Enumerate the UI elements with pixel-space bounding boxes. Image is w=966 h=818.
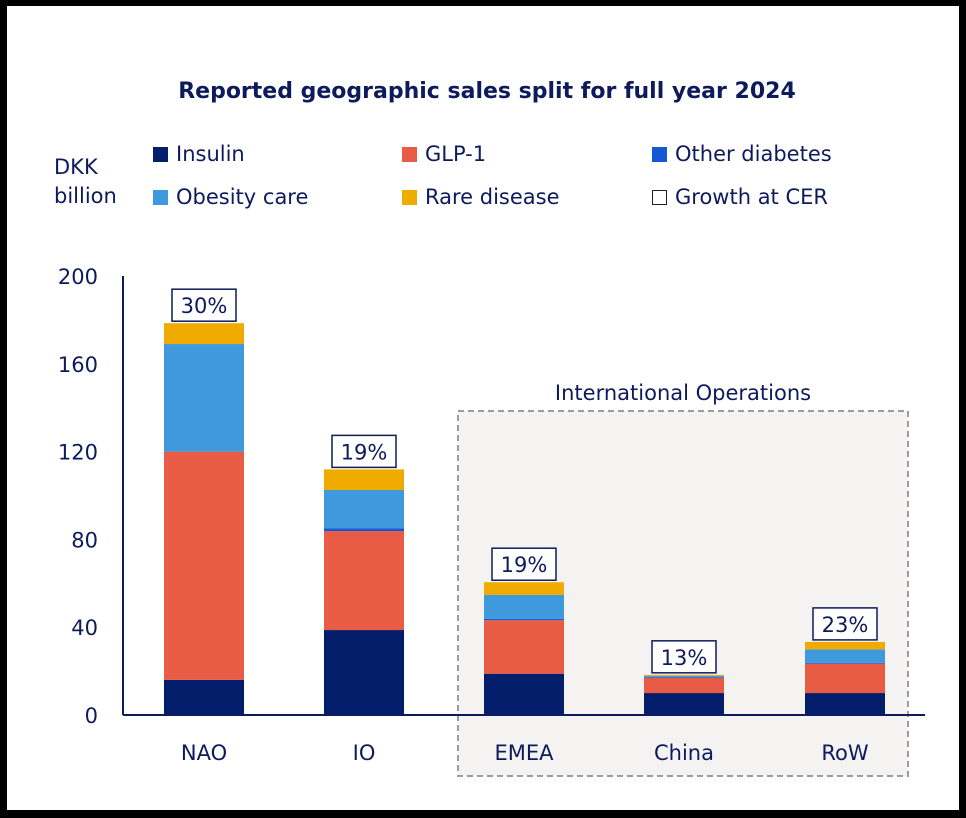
bar-nao-glp-1 (164, 451, 244, 680)
growth-label-io: 19% (341, 440, 388, 464)
growth-box-row (812, 607, 878, 641)
legend-swatch-other-diabetes (652, 147, 667, 162)
y-tick-label-120: 120 (58, 441, 98, 465)
y-tick-label-40: 40 (71, 616, 98, 640)
bar-china-obesity-care (644, 675, 724, 677)
y-tick-label-0: 0 (85, 704, 98, 728)
x-tick-label-nao: NAO (181, 741, 227, 765)
y-tick-label-200: 200 (58, 265, 98, 289)
growth-box-emea (491, 547, 557, 581)
bar-io-glp-1 (324, 531, 404, 631)
bar-row-obesity-care (805, 649, 885, 663)
legend-label-obesity-care: Obesity care (176, 185, 308, 209)
y-tick-label-80: 80 (71, 528, 98, 552)
bar-nao-rare-disease (164, 323, 244, 345)
x-tick-labels: NAO IO EMEA China RoW (181, 741, 869, 765)
legend-swatch-rare-disease (402, 190, 417, 205)
y-tick-label-160: 160 (58, 353, 98, 377)
stacked-bar-chart: Reported geographic sales split for full… (54, 79, 925, 777)
bar-io-rare-disease (324, 469, 404, 491)
bar-row-other-diabetes (805, 662, 885, 664)
y-axis-label: DKK billion (54, 155, 117, 208)
bar-emea-glp-1 (484, 620, 564, 674)
bar-nao-obesity-care (164, 344, 244, 452)
growth-label-emea: 19% (501, 553, 548, 577)
bar-china-glp-1 (644, 677, 724, 694)
bar-emea-obesity-care (484, 594, 564, 619)
x-tick-label-china: China (654, 741, 714, 765)
bar-io-other-diabetes (324, 528, 404, 532)
growth-box-nao (171, 288, 237, 322)
growth-label-china: 13% (661, 646, 708, 670)
bar-row-rare-disease (805, 641, 885, 650)
bar-row-insulin (805, 693, 885, 715)
growth-labels: 30% 19% 19% 13% 23% (171, 288, 878, 674)
legend-label-glp-1: GLP-1 (425, 142, 486, 166)
bar-emea-insulin (484, 673, 564, 715)
chart-title: Reported geographic sales split for full… (178, 79, 796, 104)
international-operations-label: International Operations (555, 381, 811, 405)
growth-box-io (331, 434, 397, 469)
growth-label-nao: 30% (181, 294, 228, 318)
legend-swatch-insulin (153, 147, 168, 162)
legend: Insulin GLP-1 Other diabetes Obesity care Ra… (153, 142, 832, 209)
bar-china-rare-disease (644, 674, 724, 676)
bars (164, 323, 885, 715)
legend-label-rare-disease: Rare disease (425, 185, 560, 209)
x-tick-label-row: RoW (821, 741, 868, 765)
growth-box-china (651, 640, 717, 674)
legend-swatch-growth-at-cer (652, 190, 667, 205)
legend-label-other-diabetes: Other diabetes (675, 142, 832, 166)
x-tick-label-emea: EMEA (494, 741, 554, 765)
bar-io-insulin (324, 630, 404, 715)
y-axis-label-line1: DKK (54, 155, 99, 179)
growth-label-row: 23% (822, 613, 869, 637)
bar-nao-insulin (164, 679, 244, 715)
bar-emea-other-diabetes (484, 618, 564, 621)
bar-row-glp-1 (805, 663, 885, 694)
bar-emea-rare-disease (484, 582, 564, 595)
chart-frame: Reported geographic sales split for full… (7, 6, 959, 810)
legend-swatch-glp-1 (402, 147, 417, 162)
bar-china-insulin (644, 693, 724, 715)
legend-label-insulin: Insulin (176, 142, 245, 166)
y-axis-label-line2: billion (54, 184, 117, 208)
bar-io-obesity-care (324, 490, 404, 529)
legend-swatch-obesity-care (153, 190, 168, 205)
bar-china-other-diabetes (644, 676, 724, 678)
x-tick-label-io: IO (353, 741, 376, 765)
legend-label-growth-at-cer: Growth at CER (675, 185, 828, 209)
